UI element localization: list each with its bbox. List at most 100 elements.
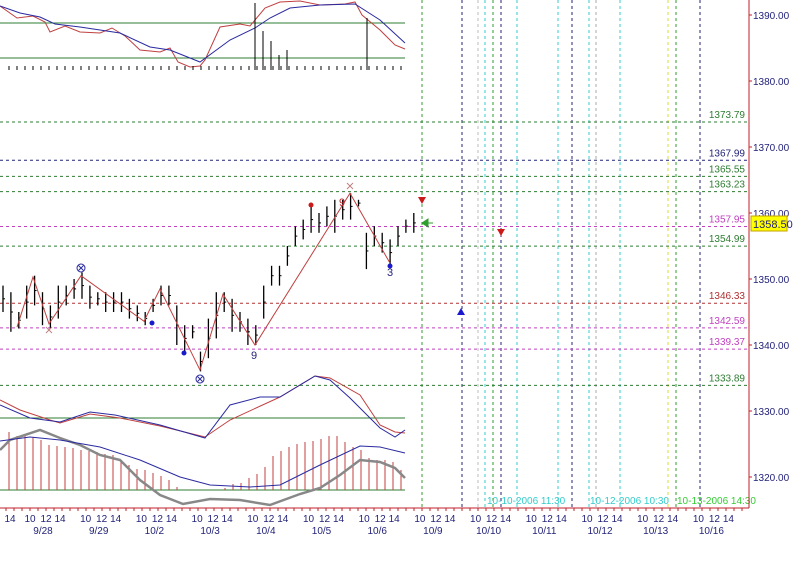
circled-x-icon bbox=[195, 374, 205, 384]
x-day-label: 9/28 bbox=[33, 526, 53, 537]
x-hour-label: 12 bbox=[597, 514, 609, 525]
red-down-arrow-icon bbox=[418, 197, 426, 204]
price-level-label: 1373.79 bbox=[709, 110, 746, 121]
x-hour-label: 12 bbox=[319, 514, 331, 525]
x-day-label: 10/5 bbox=[312, 526, 332, 537]
x-day-label: 10/4 bbox=[256, 526, 276, 537]
x-hour-label: 12 bbox=[486, 514, 498, 525]
x-hour-label: 10 bbox=[414, 514, 426, 525]
time-marker-label: 10-10-2006 11:30 bbox=[487, 496, 566, 507]
x-hour-label: 14 bbox=[222, 514, 234, 525]
x-day-label: 10/16 bbox=[699, 526, 724, 537]
oscillator-line-red bbox=[0, 0, 406, 68]
x-hour-label: 14 bbox=[723, 514, 735, 525]
x-day-label: 10/10 bbox=[476, 526, 501, 537]
blue-dot-icon bbox=[181, 350, 187, 356]
x-hour-label: 10 bbox=[136, 514, 148, 525]
circled-x-icon-cross bbox=[197, 376, 203, 382]
x-hour-label: 14 bbox=[277, 514, 289, 525]
x-hour-label: 14 bbox=[556, 514, 568, 525]
pattern-label-nine-high: 9 bbox=[339, 197, 345, 209]
x-day-label: 10/9 bbox=[423, 526, 443, 537]
y-tick-label: 1390.00 bbox=[753, 11, 790, 22]
price-level-label: 1354.99 bbox=[709, 234, 746, 245]
y-tick-label: 1330.00 bbox=[753, 407, 790, 418]
blue-dot-icon bbox=[149, 320, 155, 326]
indicator-line-blue-slow bbox=[0, 436, 406, 488]
red-down-arrow-icon bbox=[497, 229, 505, 236]
price-level-label: 1367.99 bbox=[709, 148, 746, 159]
time-marker-label: 10-13-2006 14:30 bbox=[677, 496, 756, 507]
y-tick-label: 1370.00 bbox=[753, 143, 790, 154]
x-hour-label: 12 bbox=[152, 514, 164, 525]
x-hour-label: 14 bbox=[667, 514, 679, 525]
price-level-label: 1363.23 bbox=[709, 180, 746, 191]
oscillator-line-blue bbox=[0, 3, 406, 63]
x-hour-label: 12 bbox=[430, 514, 442, 525]
x-mark-icon bbox=[346, 182, 354, 190]
x-hour-label: 14 bbox=[444, 514, 456, 525]
x-hour-label: 10 bbox=[637, 514, 649, 525]
x-hour-label: 10 bbox=[192, 514, 204, 525]
blue-up-arrow-icon bbox=[457, 308, 465, 315]
price-levels: 1373.79 1367.99 1365.55 1363.23 1357.95 1354.… bbox=[0, 110, 749, 386]
x-hour-label: 14 bbox=[4, 514, 16, 525]
x-day-label: 10/6 bbox=[367, 526, 387, 537]
time-marker-labels: 10-10-2006 11:30 10-12-2006 10:30 10-13-… bbox=[487, 496, 756, 507]
x-hour-label: 12 bbox=[709, 514, 721, 525]
green-left-arrow-icon bbox=[421, 218, 433, 228]
x-day-label: 10/13 bbox=[643, 526, 668, 537]
circled-x-icon bbox=[76, 263, 86, 273]
x-hour-label: 12 bbox=[653, 514, 665, 525]
time-marker-lines bbox=[421, 0, 701, 508]
price-level-label: 1365.55 bbox=[709, 164, 746, 175]
x-hour-label: 10 bbox=[303, 514, 315, 525]
circled-x-icon-cross bbox=[78, 265, 84, 271]
pattern-label-nine-low: 9 bbox=[251, 350, 257, 362]
x-hour-label: 14 bbox=[166, 514, 178, 525]
pattern-label-three: 3 bbox=[387, 267, 393, 279]
x-mark-icon bbox=[45, 326, 53, 334]
x-hour-label: 10 bbox=[693, 514, 705, 525]
indicator-line-blue bbox=[0, 375, 406, 439]
x-hour-label: 12 bbox=[375, 514, 387, 525]
x-hour-label: 12 bbox=[208, 514, 220, 525]
price-level-label: 1339.37 bbox=[709, 337, 746, 348]
x-hour-label: 14 bbox=[611, 514, 623, 525]
x-hour-label: 14 bbox=[500, 514, 512, 525]
x-hour-label: 14 bbox=[389, 514, 401, 525]
x-hour-label: 10 bbox=[526, 514, 538, 525]
current-price-label: 1358.50 bbox=[753, 219, 793, 231]
x-hour-label: 12 bbox=[40, 514, 52, 525]
x-hour-label: 14 bbox=[54, 514, 66, 525]
price-level-label: 1333.89 bbox=[709, 373, 746, 384]
price-level-label: 1346.33 bbox=[709, 291, 746, 302]
x-hour-label: 12 bbox=[263, 514, 275, 525]
indicator-line-grey bbox=[0, 428, 406, 507]
price-bars bbox=[2, 192, 416, 372]
blue-dot-icon bbox=[387, 263, 393, 269]
x-hour-label: 10 bbox=[359, 514, 371, 525]
x-hour-label: 14 bbox=[333, 514, 345, 525]
x-day-label: 9/29 bbox=[89, 526, 109, 537]
x-day-label: 10/11 bbox=[532, 526, 557, 537]
x-hour-label: 12 bbox=[542, 514, 554, 525]
time-marker-label: 10-12-2006 10:30 bbox=[590, 496, 669, 507]
signal-markers bbox=[45, 182, 505, 384]
zigzag-line bbox=[16, 192, 391, 372]
x-hour-label: 10 bbox=[470, 514, 482, 525]
x-day-label: 10/12 bbox=[587, 526, 612, 537]
x-hour-label: 10 bbox=[80, 514, 92, 525]
x-day-label: 10/3 bbox=[200, 526, 220, 537]
x-hour-label: 12 bbox=[96, 514, 108, 525]
x-hour-label: 14 bbox=[110, 514, 122, 525]
price-level-label: 1357.95 bbox=[709, 215, 746, 226]
y-tick-label: 1320.00 bbox=[753, 473, 790, 484]
top-oscillator-panel bbox=[0, 0, 406, 70]
current-price-badge: 1358.50 bbox=[750, 215, 793, 232]
y-tick-label: 1350.00 bbox=[753, 275, 790, 286]
y-tick-label: 1340.00 bbox=[753, 341, 790, 352]
x-day-label: 10/2 bbox=[145, 526, 165, 537]
red-dot-icon bbox=[308, 202, 314, 208]
